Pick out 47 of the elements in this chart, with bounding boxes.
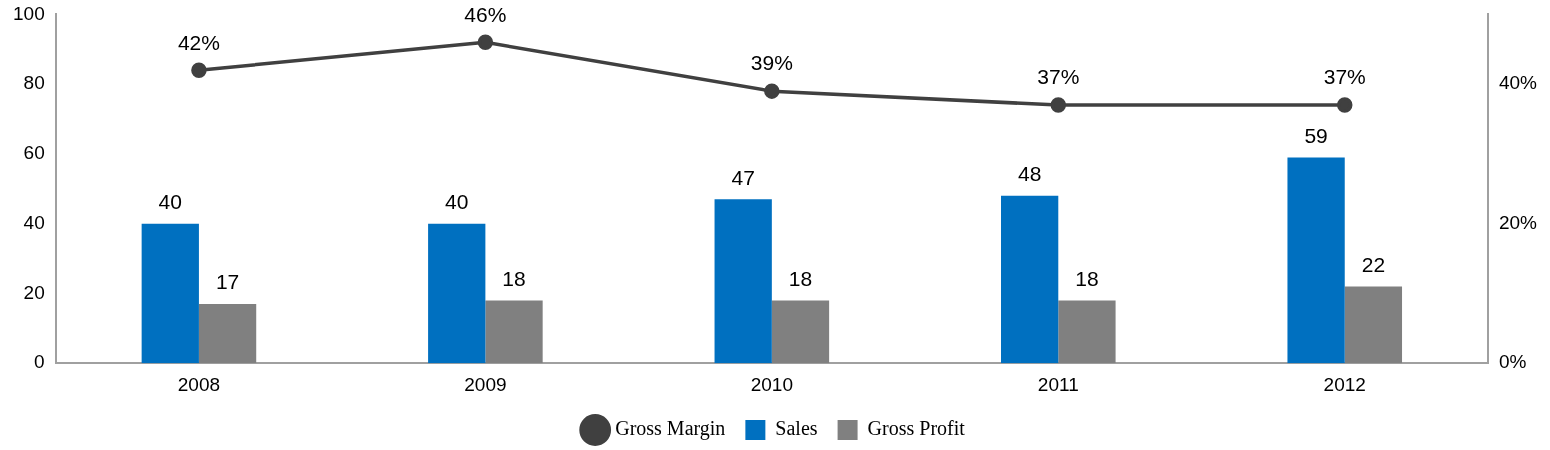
data-label: 40 <box>158 189 182 213</box>
data-label: 42% <box>177 30 220 54</box>
data-label: 48 <box>1017 162 1042 186</box>
data-label: 47 <box>731 165 755 189</box>
data-label: 22 <box>1361 252 1386 276</box>
point <box>1336 97 1353 113</box>
y-tick-label: 60 <box>23 142 45 164</box>
y-tick-label: 80 <box>23 72 45 94</box>
data-label: 17 <box>215 270 240 294</box>
x-tick-label: 2012 <box>1323 373 1366 395</box>
data-label: 39% <box>750 51 793 75</box>
y-tick-label: 0 <box>34 351 45 373</box>
bar <box>485 300 543 364</box>
y-tick-label: 20 <box>23 281 45 303</box>
bar <box>714 199 772 364</box>
data-label: 59 <box>1304 123 1328 147</box>
point <box>764 83 780 99</box>
bar <box>428 223 486 364</box>
bar <box>141 223 199 364</box>
x-tick-label: 2011 <box>1037 373 1079 395</box>
data-label: 18 <box>788 266 813 290</box>
y-tick-label: 40 <box>23 211 45 233</box>
data-label: 18 <box>502 266 526 290</box>
y2-tick-label: 0% <box>1498 351 1527 373</box>
y-tick-label: 100 <box>13 2 45 24</box>
point <box>191 62 207 78</box>
x-tick-label: 2010 <box>750 373 793 395</box>
bar <box>1344 286 1403 364</box>
bar <box>1287 157 1345 364</box>
bar <box>198 303 257 364</box>
bar <box>1001 195 1059 364</box>
legend-label: Gross Margin <box>615 417 726 441</box>
data-label: 40 <box>445 189 469 213</box>
point <box>477 34 494 51</box>
data-label: 46% <box>464 2 507 26</box>
bar <box>771 300 830 364</box>
point <box>1050 97 1067 113</box>
y2-tick-label: 20% <box>1498 211 1538 233</box>
bar <box>1058 300 1116 364</box>
data-label: 37% <box>1037 65 1080 89</box>
data-label: 18 <box>1075 266 1099 290</box>
x-tick-label: 2008 <box>177 373 221 395</box>
x-tick-label: 2009 <box>464 373 507 395</box>
legend-label: Sales <box>775 417 818 440</box>
data-label: 37% <box>1323 65 1366 89</box>
legend-label: Gross Profit <box>867 417 966 440</box>
y2-tick-label: 40% <box>1498 72 1538 94</box>
